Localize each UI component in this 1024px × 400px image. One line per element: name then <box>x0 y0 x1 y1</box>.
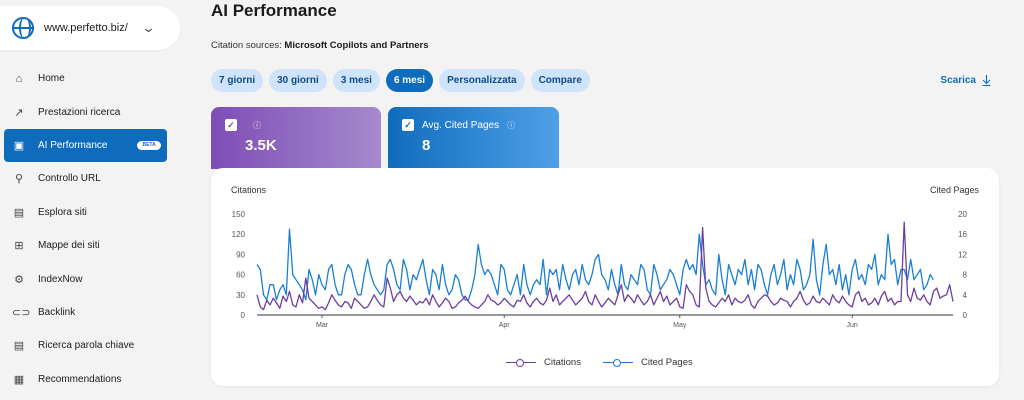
home-icon: ⌂ <box>15 72 23 85</box>
left-tick-label: 90 <box>236 250 245 259</box>
info-icon[interactable]: ⓘ <box>253 120 261 130</box>
right-tick-label: 8 <box>963 271 968 280</box>
sidebar-item-home[interactable]: ⌂ Home <box>4 62 167 95</box>
legend-label: Cited Pages <box>640 357 693 368</box>
document-icon: ▤ <box>13 206 25 219</box>
ai-icon: ▣ <box>13 139 25 152</box>
chart-legend: Citations Cited Pages <box>506 357 693 368</box>
citation-sources-label: Citation sources: <box>211 40 282 51</box>
page-title: AI Performance <box>211 1 337 20</box>
sidebar-item-label: Ricerca parola chiave <box>38 340 135 352</box>
right-tick-label: 12 <box>958 250 967 259</box>
citations-checkbox[interactable]: ✓ <box>225 119 237 131</box>
x-tick-label: Mar <box>316 322 329 329</box>
sidebar-item-mappe-dei-siti[interactable]: ⊞ Mappe dei siti <box>4 229 167 262</box>
sidebar-item-prestazioni-ricerca[interactable]: ↗ Prestazioni ricerca <box>4 95 167 128</box>
chevron-down-icon[interactable]: ⌄ <box>140 20 157 35</box>
date-range-filters: 7 giorni 30 giorni 3 mesi 6 mesi Personalizz… <box>211 69 590 92</box>
sidebar-item-ai-performance[interactable]: ▣ AI Performance BETA <box>4 128 167 163</box>
citation-sources-value: Microsoft Copilots and Partners <box>284 40 429 51</box>
sidebar-item-label: IndexNow <box>38 273 83 285</box>
site-selector[interactable]: www.perfetto.biz/ ⌄ <box>0 6 180 50</box>
right-axis-title: Cited Pages <box>929 185 979 195</box>
sidebar-item-controllo-url[interactable]: ⚲ Controllo URL <box>4 162 167 195</box>
link-icon: ⊂⊃ <box>12 306 31 319</box>
right-tick-label: 16 <box>958 230 967 239</box>
left-tick-label: 0 <box>241 311 246 320</box>
x-tick-label: Apr <box>499 322 511 329</box>
sidebar-item-indexnow[interactable]: ⚙ IndexNow <box>4 262 167 295</box>
right-tick-label: 4 <box>963 291 968 300</box>
beta-badge: BETA <box>137 140 161 150</box>
trend-icon: ↗ <box>14 106 24 119</box>
sidebar-item-label: Controllo URL <box>38 173 101 185</box>
citations-card[interactable]: ✓ ⓘ 3.5K <box>211 107 381 169</box>
x-tick-label: Jun <box>847 322 858 329</box>
legend-item-citations[interactable]: Citations <box>506 357 581 368</box>
info-icon[interactable]: ⓘ <box>507 120 516 130</box>
filter-pill-3-mesi[interactable]: 3 mesi <box>332 69 380 92</box>
sidebar-item-backlink[interactable]: ⊂⊃ Backlink <box>4 296 167 329</box>
cited-pages-card-value: 8 <box>422 137 431 154</box>
filter-pill-7-giorni[interactable]: 7 giorni <box>211 69 264 92</box>
sidebar-item-label: Recommendations <box>38 373 122 385</box>
left-tick-label: 150 <box>232 210 246 219</box>
sidebar-item-label: AI Performance <box>38 139 108 151</box>
sidebar-item-esplora-siti[interactable]: ▤ Esplora siti <box>4 196 167 229</box>
chart-panel: Citations Cited Pages 0 30 60 90 120 150 0 4 8 12… <box>211 168 999 386</box>
right-tick-label: 0 <box>963 311 968 320</box>
sidebar-item-recommendations[interactable]: ▦ Recommendations <box>4 363 167 396</box>
legend-marker <box>602 358 633 368</box>
sidebar-item-label: Mappe dei siti <box>38 240 100 252</box>
cited-pages-card[interactable]: ✓ Avg. Cited Pages ⓘ 8 <box>388 107 559 169</box>
download-label: Scarica <box>940 75 976 86</box>
left-tick-label: 120 <box>232 230 246 239</box>
left-tick-label: 60 <box>236 271 245 280</box>
filter-pill-6-mesi[interactable]: 6 mesi <box>385 69 434 92</box>
legend-item-cited-pages[interactable]: Cited Pages <box>602 357 693 368</box>
series-line-cited-pages[interactable] <box>256 228 935 301</box>
legend-marker <box>506 358 536 368</box>
keyword-icon: ▤ <box>13 340 25 353</box>
sidebar-item-label: Esplora siti <box>38 206 87 218</box>
cited-pages-checkbox[interactable]: ✓ <box>402 119 414 131</box>
series-line-citations[interactable] <box>256 221 954 311</box>
search-icon: ⚲ <box>14 173 24 186</box>
sidebar-item-label: Prestazioni ricerca <box>38 106 121 118</box>
filter-pill-compare[interactable]: Compare <box>530 69 590 92</box>
recommendations-icon: ▦ <box>13 373 25 386</box>
left-axis-title: Citations <box>231 185 267 195</box>
legend-label: Citations <box>544 357 581 368</box>
sidebar-item-label: Backlink <box>38 306 76 318</box>
sidebar-item-ricerca-parola-chiave[interactable]: ▤ Ricerca parola chiave <box>4 329 167 362</box>
x-tick-label: May <box>673 322 687 329</box>
cited-pages-card-label: Avg. Cited Pages <box>422 119 500 131</box>
filter-pill-30-giorni[interactable]: 30 giorni <box>269 69 327 92</box>
sidebar-item-label: Home <box>38 73 65 85</box>
download-button[interactable]: Scarica <box>940 75 991 86</box>
citation-sources: Citation sources: Microsoft Copilots and… <box>211 40 429 51</box>
download-icon <box>982 75 991 86</box>
filter-pill-personalizzata[interactable]: Personalizzata <box>439 69 525 92</box>
left-tick-label: 30 <box>236 291 245 300</box>
sitemap-icon: ⊞ <box>14 240 24 253</box>
globe-icon <box>12 17 34 39</box>
right-tick-label: 20 <box>958 210 967 219</box>
citations-card-value: 3.5K <box>245 137 277 154</box>
site-name: www.perfetto.biz/ <box>44 22 128 34</box>
sidebar-nav: ⌂ Home ↗ Prestazioni ricerca ▣ AI Performance… <box>4 62 167 396</box>
gear-icon: ⚙ <box>14 273 24 286</box>
line-chart[interactable]: 0 30 60 90 120 150 0 4 8 12 16 20 Mar Apr May Jun <box>211 168 999 386</box>
